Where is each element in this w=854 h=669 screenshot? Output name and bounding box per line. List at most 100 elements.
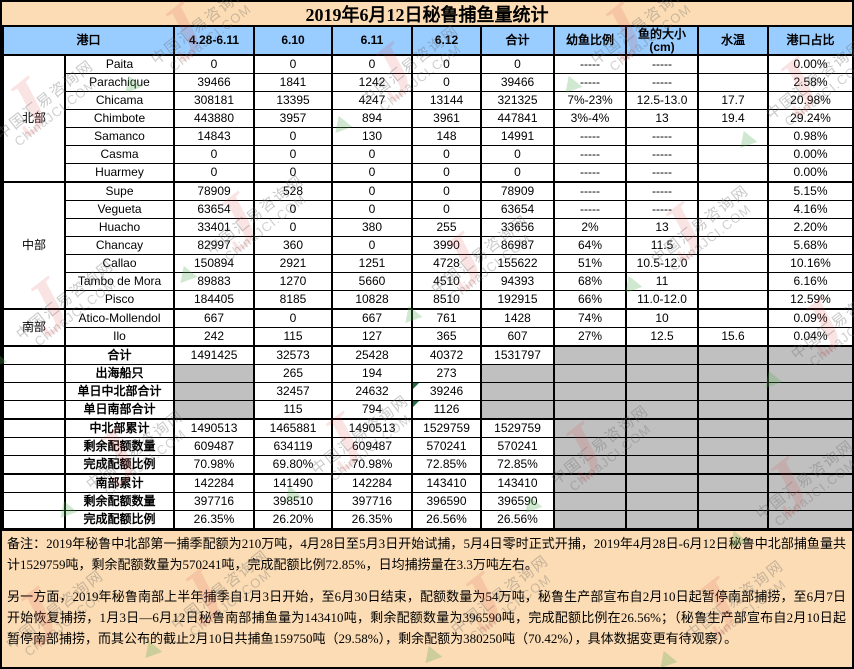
data-cell[interactable] <box>767 345 854 365</box>
data-cell[interactable]: 4247 <box>331 91 414 110</box>
data-cell[interactable]: 0 <box>411 54 483 74</box>
data-cell[interactable]: 1529759 <box>480 418 556 438</box>
data-cell[interactable]: 321325 <box>480 91 556 110</box>
data-cell[interactable]: 63654 <box>480 200 556 219</box>
data-cell[interactable]: 0 <box>173 54 256 74</box>
data-cell[interactable] <box>697 345 770 365</box>
data-cell[interactable]: 12.5 <box>625 327 700 347</box>
data-cell[interactable]: 0 <box>411 145 483 164</box>
data-cell[interactable]: 0.00% <box>767 54 854 74</box>
data-cell[interactable] <box>697 145 770 164</box>
data-cell[interactable]: 19.4 <box>697 109 770 128</box>
data-cell[interactable]: 1251 <box>331 254 414 273</box>
data-cell[interactable]: 64% <box>553 236 628 255</box>
data-cell[interactable]: 5.68% <box>767 236 854 255</box>
data-cell[interactable]: 398510 <box>253 492 334 511</box>
data-cell[interactable]: 115 <box>253 400 334 420</box>
data-cell[interactable]: 12.59% <box>767 290 854 310</box>
data-cell[interactable]: 4.16% <box>767 200 854 219</box>
row-label[interactable]: Huarmey <box>63 163 176 183</box>
data-cell[interactable]: 72.85% <box>411 455 483 475</box>
data-cell[interactable] <box>767 400 854 420</box>
data-cell[interactable] <box>553 364 628 383</box>
data-cell[interactable]: 27% <box>553 327 628 347</box>
data-cell[interactable] <box>697 400 770 420</box>
data-cell[interactable]: 1490513 <box>331 418 414 438</box>
data-cell[interactable]: 0.00% <box>767 145 854 164</box>
data-cell[interactable] <box>625 473 700 493</box>
row-label[interactable]: 单日中北部合计 <box>63 382 176 401</box>
data-cell[interactable]: 667 <box>173 308 256 328</box>
data-cell[interactable]: 26.56% <box>411 510 483 529</box>
data-cell[interactable]: 11.5 <box>625 236 700 255</box>
data-cell[interactable]: 78909 <box>480 181 556 201</box>
data-cell[interactable] <box>697 455 770 475</box>
data-cell[interactable]: ----- <box>553 163 628 183</box>
col-header-port[interactable]: 港口 <box>1 27 176 56</box>
data-cell[interactable]: 82997 <box>173 236 256 255</box>
data-cell[interactable]: 1529759 <box>411 418 483 438</box>
data-cell[interactable] <box>767 473 854 493</box>
data-cell[interactable] <box>625 345 700 365</box>
data-cell[interactable] <box>697 200 770 219</box>
data-cell[interactable]: 13144 <box>411 91 483 110</box>
data-cell[interactable]: ----- <box>625 163 700 183</box>
data-cell[interactable]: 26.20% <box>253 510 334 529</box>
data-cell[interactable]: 94393 <box>480 272 556 291</box>
data-cell[interactable] <box>767 510 854 529</box>
data-cell[interactable]: 127 <box>331 327 414 347</box>
data-cell[interactable]: 39466 <box>173 73 256 92</box>
data-cell[interactable]: ----- <box>553 145 628 164</box>
col-header-period[interactable]: 4.28-6.11 <box>173 27 256 56</box>
data-cell[interactable]: 2% <box>553 218 628 237</box>
data-cell[interactable] <box>173 400 256 420</box>
data-cell[interactable]: 8185 <box>253 290 334 310</box>
data-cell[interactable]: 0 <box>253 308 334 328</box>
data-cell[interactable]: 1841 <box>253 73 334 92</box>
row-label[interactable]: 南部累计 <box>63 473 176 493</box>
data-cell[interactable]: 10.5-12.0 <box>625 254 700 273</box>
data-cell[interactable]: 0 <box>480 145 556 164</box>
data-cell[interactable]: 25428 <box>331 345 414 365</box>
data-cell[interactable] <box>553 437 628 456</box>
data-cell[interactable] <box>553 400 628 420</box>
data-cell[interactable]: 10828 <box>331 290 414 310</box>
data-cell[interactable]: 0 <box>173 163 256 183</box>
data-cell[interactable]: 15.6 <box>697 327 770 347</box>
data-cell[interactable] <box>625 382 700 401</box>
data-cell[interactable] <box>553 492 628 511</box>
data-cell[interactable] <box>697 418 770 438</box>
data-cell[interactable]: 13 <box>625 218 700 237</box>
data-cell[interactable]: 0 <box>253 200 334 219</box>
data-cell[interactable]: 130 <box>331 127 414 146</box>
data-cell[interactable]: 89883 <box>173 272 256 291</box>
region-label[interactable]: 南部 <box>2 308 66 347</box>
data-cell[interactable]: 447841 <box>480 109 556 128</box>
data-cell[interactable]: 40372 <box>411 345 483 365</box>
data-cell[interactable]: 68% <box>553 272 628 291</box>
data-cell[interactable] <box>553 510 628 529</box>
data-cell[interactable] <box>697 290 770 310</box>
data-cell[interactable]: 0 <box>331 145 414 164</box>
data-cell[interactable]: 396590 <box>411 492 483 511</box>
row-label[interactable]: Parachique <box>63 73 176 92</box>
data-cell[interactable] <box>173 382 256 401</box>
data-cell[interactable]: ----- <box>553 73 628 92</box>
data-cell[interactable] <box>767 455 854 475</box>
data-cell[interactable] <box>697 510 770 529</box>
col-header-612[interactable]: 6.12 <box>411 27 483 56</box>
data-cell[interactable] <box>697 54 770 74</box>
data-cell[interactable] <box>767 418 854 438</box>
row-label[interactable]: 出海船只 <box>63 364 176 383</box>
data-cell[interactable]: 192915 <box>480 290 556 310</box>
data-cell[interactable]: ----- <box>625 127 700 146</box>
data-cell[interactable]: 0.00% <box>767 163 854 183</box>
data-cell[interactable]: 0 <box>253 218 334 237</box>
region-label[interactable]: 北部 <box>2 54 66 183</box>
data-cell[interactable]: 1270 <box>253 272 334 291</box>
data-cell[interactable]: 32457 <box>253 382 334 401</box>
data-cell[interactable]: 51% <box>553 254 628 273</box>
data-cell[interactable]: 0.04% <box>767 327 854 347</box>
data-cell[interactable] <box>697 218 770 237</box>
data-cell[interactable]: 0 <box>173 145 256 164</box>
